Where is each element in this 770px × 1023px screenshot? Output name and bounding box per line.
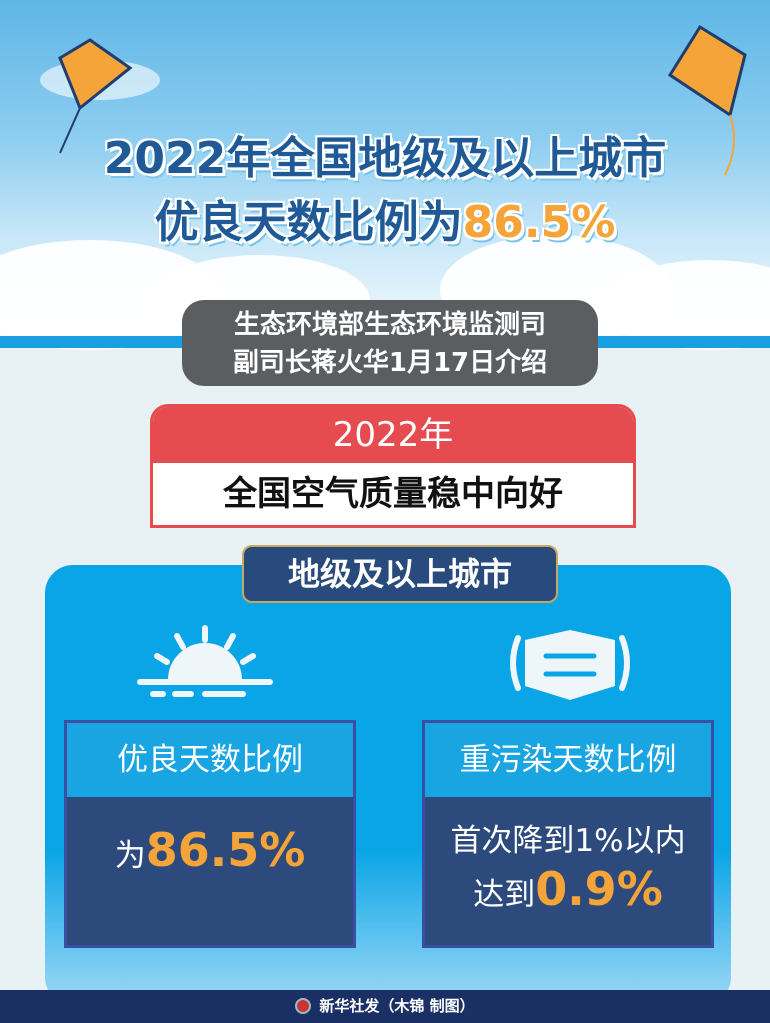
- subtitle-line2: 副司长蒋火华1月17日介绍: [232, 348, 548, 378]
- sun-icon: [137, 625, 273, 697]
- card-line1: 首次降到1%以内: [450, 823, 686, 859]
- xinhua-logo-icon: [295, 998, 312, 1014]
- card-value: 86.5%: [145, 823, 306, 877]
- sky-background: [0, 0, 770, 350]
- subtitle-box: 生态环境部生态环境监测司 副司长蒋火华1月17日介绍: [182, 300, 598, 386]
- headline-value: 86.5%: [462, 197, 616, 248]
- summary-banner: 2022年 全国空气质量稳中向好: [150, 404, 636, 528]
- banner-year: 2022年: [153, 407, 633, 463]
- card-title: 优良天数比例: [67, 723, 353, 797]
- subtitle-line1: 生态环境部生态环境监测司: [233, 310, 546, 340]
- credit-text: 新华社发（木锦 制图）: [319, 997, 475, 1015]
- footer-credit: 新华社发（木锦 制图）: [0, 990, 770, 1023]
- headline-prefix: 优良天数比例为: [154, 197, 463, 248]
- kite-icon: [667, 25, 747, 176]
- card-prefix: 达到: [473, 877, 536, 913]
- section-label: 地级及以上城市: [242, 545, 558, 603]
- kite-icon: [58, 38, 133, 154]
- banner-text: 全国空气质量稳中向好: [223, 474, 563, 514]
- card-value: 0.9%: [535, 862, 663, 916]
- headline-line1: 2022年全国地级及以上城市: [103, 133, 667, 184]
- card-prefix: 为: [114, 838, 146, 874]
- headline-line2: 优良天数比例为86.5%: [0, 186, 770, 250]
- good-days-card: 优良天数比例 为86.5%: [64, 720, 356, 948]
- card-title: 重污染天数比例: [425, 723, 711, 797]
- mask-icon: [510, 630, 630, 700]
- heavy-pollution-card: 重污染天数比例 首次降到1%以内 达到0.9%: [422, 720, 714, 948]
